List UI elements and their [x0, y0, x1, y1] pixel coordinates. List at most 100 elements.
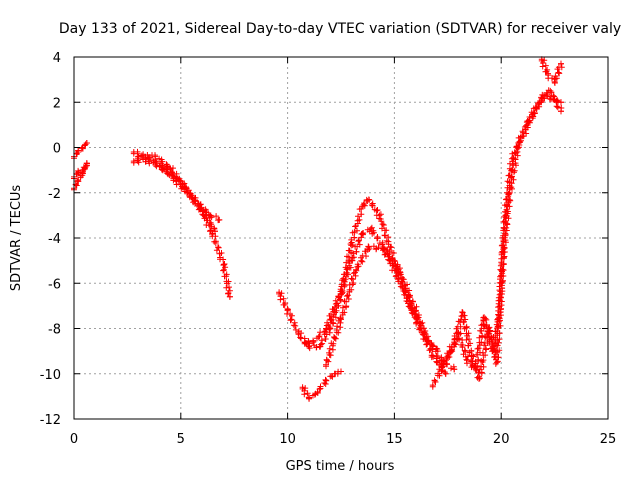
- data-point: [464, 357, 470, 364]
- data-point: [365, 196, 372, 203]
- data-point: [323, 377, 329, 384]
- data-point: [412, 314, 419, 321]
- data-point: [207, 212, 214, 219]
- data-point: [500, 246, 507, 253]
- data-point: [442, 370, 449, 377]
- data-point: [468, 352, 475, 359]
- data-point: [489, 348, 496, 355]
- data-point: [75, 178, 82, 185]
- data-point: [75, 149, 82, 155]
- data-point: [167, 164, 174, 171]
- data-point: [338, 316, 344, 323]
- series-track-10: [299, 368, 344, 402]
- data-point: [130, 158, 137, 165]
- y-axis-label: SDTVAR / TECUs: [9, 185, 24, 292]
- data-point: [395, 275, 402, 282]
- data-point: [506, 189, 513, 196]
- y-tick-label: 4: [53, 51, 61, 66]
- data-point: [376, 212, 383, 219]
- data-point: [182, 185, 189, 192]
- data-point: [220, 262, 227, 269]
- data-point: [353, 266, 359, 273]
- data-point: [547, 87, 554, 94]
- data-point: [226, 293, 233, 300]
- data-point: [338, 368, 344, 375]
- series-track-12: [438, 87, 565, 373]
- data-point: [145, 158, 152, 165]
- x-tick-label: 15: [386, 432, 403, 447]
- data-point: [83, 140, 90, 146]
- data-point: [459, 309, 466, 316]
- data-point: [455, 330, 462, 336]
- data-point: [451, 366, 458, 373]
- y-tick-label: -2: [48, 187, 61, 202]
- data-point: [331, 370, 338, 377]
- data-point: [276, 289, 283, 296]
- series-track-13: [538, 56, 565, 86]
- data-point: [335, 293, 342, 300]
- data-point: [301, 339, 308, 346]
- data-point: [359, 203, 366, 210]
- data-point: [306, 395, 312, 402]
- data-point: [359, 230, 366, 237]
- series-track-9: [323, 243, 449, 377]
- x-tick-label: 5: [177, 432, 185, 447]
- data-point: [380, 246, 387, 253]
- data-point: [476, 375, 483, 382]
- data-point: [429, 382, 436, 389]
- data-point: [295, 330, 302, 336]
- y-tick-label: -4: [48, 232, 61, 247]
- data-point: [314, 388, 321, 395]
- data-point: [493, 359, 500, 366]
- y-tick-label: -10: [40, 368, 61, 383]
- data-point: [310, 339, 317, 346]
- data-point: [75, 169, 82, 176]
- x-tick-label: 20: [493, 432, 510, 447]
- x-tick-label: 10: [279, 432, 296, 447]
- data-point: [348, 257, 355, 264]
- y-tick-label: 2: [53, 96, 61, 111]
- data-point: [367, 225, 374, 232]
- data-point: [536, 99, 543, 106]
- x-tick-label: 0: [70, 432, 78, 447]
- data-point: [558, 60, 564, 67]
- data-point: [449, 348, 456, 355]
- y-tick-label: 0: [53, 142, 61, 157]
- data-point: [526, 117, 532, 124]
- data-point: [284, 307, 291, 314]
- data-point: [216, 216, 223, 223]
- data-point: [79, 144, 86, 151]
- data-point: [130, 149, 137, 155]
- x-tick-label: 25: [600, 432, 617, 447]
- data-point: [496, 314, 503, 321]
- data-point: [323, 325, 329, 332]
- y-tick-label: -12: [40, 413, 61, 428]
- data-point: [545, 72, 552, 79]
- y-tick-label: -6: [48, 277, 61, 292]
- data-point: [481, 314, 488, 321]
- data-point: [348, 239, 355, 246]
- data-point: [212, 228, 218, 235]
- data-point: [365, 244, 372, 251]
- x-axis-label: GPS time / hours: [286, 459, 395, 474]
- data-point: [515, 140, 522, 146]
- data-point: [558, 108, 564, 115]
- data-point: [472, 366, 479, 373]
- data-point: [194, 201, 201, 208]
- y-tick-label: -8: [48, 323, 61, 338]
- data-point: [135, 153, 142, 160]
- data-point: [551, 78, 558, 85]
- data-point: [438, 361, 445, 368]
- data-point: [429, 352, 436, 359]
- data-point: [83, 162, 90, 169]
- data-point: [79, 167, 86, 174]
- data-point: [299, 384, 306, 391]
- data-point: [323, 361, 329, 368]
- chart-title: Day 133 of 2021, Sidereal Day-to-day VTE…: [59, 21, 621, 37]
- series-track-6: [135, 152, 223, 224]
- data-point: [316, 343, 323, 350]
- data-point: [152, 153, 159, 160]
